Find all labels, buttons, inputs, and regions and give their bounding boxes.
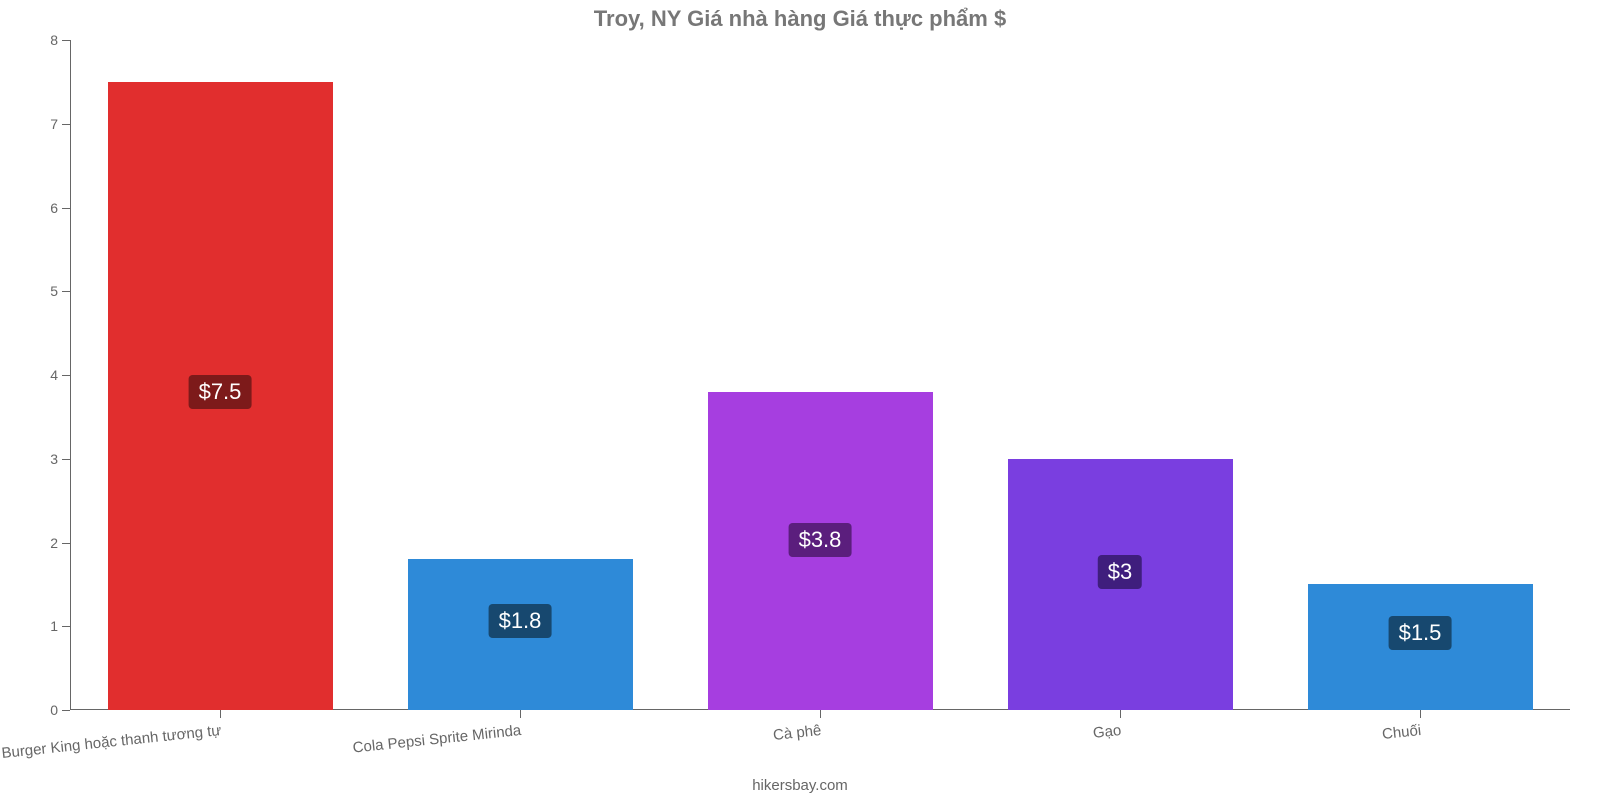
bar-value-label: $7.5: [189, 375, 252, 409]
plot-area: $7.5$1.8$3.8$3$1.5 012345678: [70, 40, 1570, 710]
y-tick-label: 0: [50, 702, 58, 718]
chart-title: Troy, NY Giá nhà hàng Giá thực phẩm $: [0, 0, 1600, 32]
y-tick-label: 2: [50, 535, 58, 551]
y-tick: [62, 626, 70, 627]
y-tick-label: 4: [50, 367, 58, 383]
x-axis-label: Chuối: [1381, 722, 1422, 743]
y-tick: [62, 710, 70, 711]
bar-value-label: $1.5: [1389, 616, 1452, 650]
y-tick-label: 7: [50, 116, 58, 132]
bar-value-label: $1.8: [489, 604, 552, 638]
y-tick: [62, 543, 70, 544]
bar-value-label: $3: [1098, 555, 1142, 589]
y-tick: [62, 208, 70, 209]
chart-credit: hikersbay.com: [0, 777, 1600, 794]
x-axis-label: Gạo: [1092, 722, 1122, 742]
y-tick-label: 6: [50, 200, 58, 216]
y-tick: [62, 40, 70, 41]
bars-container: $7.5 $1.8 $3.8 $3 $1.5: [70, 40, 1570, 710]
x-axis-label: Cola Pepsi Sprite Mirinda: [352, 722, 522, 757]
y-tick: [62, 291, 70, 292]
y-tick: [62, 124, 70, 125]
y-tick-label: 8: [50, 32, 58, 48]
y-tick-label: 1: [50, 618, 58, 634]
x-axis-label: Mac Burger King hoặc thanh tương tự: [0, 722, 222, 765]
price-bar-chart: Troy, NY Giá nhà hàng Giá thực phẩm $ $7…: [0, 0, 1600, 800]
bar-value-label: $3.8: [789, 523, 852, 557]
y-tick-label: 5: [50, 283, 58, 299]
y-tick-label: 3: [50, 451, 58, 467]
y-tick: [62, 459, 70, 460]
x-axis-label: Cà phê: [772, 722, 822, 744]
y-tick: [62, 375, 70, 376]
